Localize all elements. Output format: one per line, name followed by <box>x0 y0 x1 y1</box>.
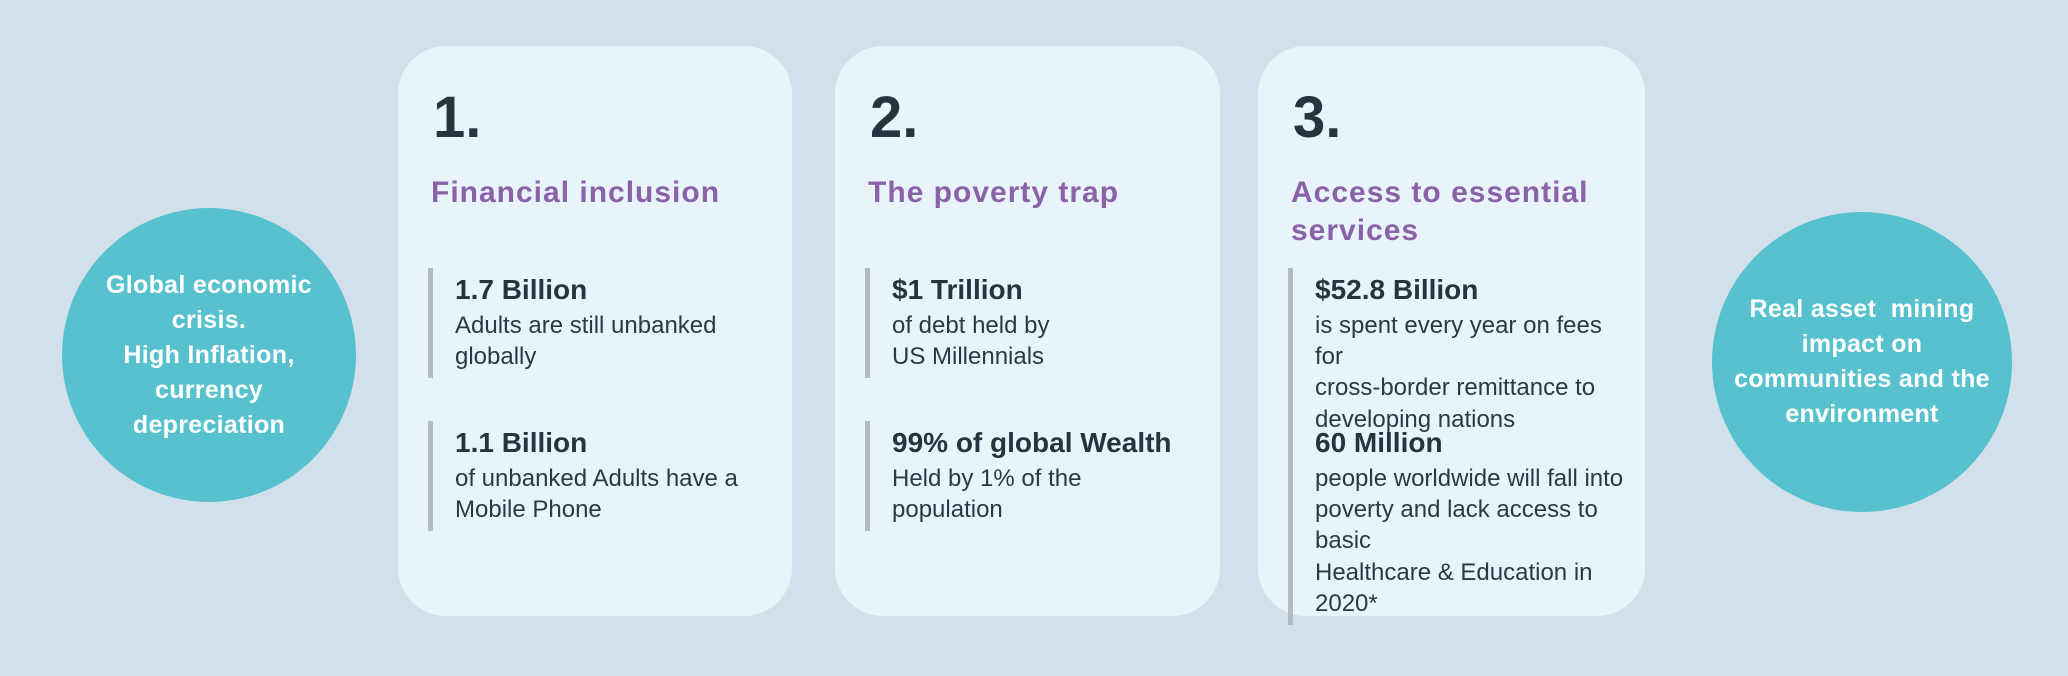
card-poverty-trap: 2. The poverty trap $1 Trillion of debt … <box>835 46 1220 616</box>
stat-value: 1.1 Billion <box>455 427 588 458</box>
stat-value: $52.8 Billion <box>1315 274 1479 305</box>
stat-value: 1.7 Billion <box>455 274 588 305</box>
card-access-essential-services: 3. Access to essential services $52.8 Bi… <box>1258 46 1645 625</box>
card-title: The poverty trap <box>868 176 1120 209</box>
left-circle-text: Global economic crisis. High Inflation, … <box>106 270 312 439</box>
stat-description: is spent every year on fees for cross-bo… <box>1315 312 1602 433</box>
stat-value: $1 Trillion <box>892 274 1023 305</box>
card-number: 1. <box>433 85 482 150</box>
stat-value: 99% of global Wealth <box>892 427 1172 458</box>
card-title: Access to essential services <box>1291 176 1589 247</box>
stat-item: 1.7 Billion Adults are still unbanked gl… <box>428 268 774 379</box>
stat-description: Adults are still unbanked globally <box>455 312 717 371</box>
stat-description: Held by 1% of the population <box>892 465 1082 524</box>
right-circle-text: Real asset mining impact on communities … <box>1734 295 1990 428</box>
card-title: Financial inclusion <box>431 176 721 209</box>
stat-item: 99% of global Wealth Held by 1% of the p… <box>865 421 1202 532</box>
stat-item: 60 Million people worldwide will fall in… <box>1288 421 1627 625</box>
stat-item: $52.8 Billion is spent every year on fee… <box>1288 268 1627 441</box>
stat-description: of unbanked Adults have a Mobile Phone <box>455 465 738 524</box>
stat-description: people worldwide will fall into poverty … <box>1315 465 1624 617</box>
stat-item: 1.1 Billion of unbanked Adults have a Mo… <box>428 421 774 532</box>
card-number: 2. <box>870 85 919 150</box>
stat-item: $1 Trillion of debt held by US Millennia… <box>865 268 1202 379</box>
card-number: 3. <box>1293 85 1342 150</box>
card-financial-inclusion: 1. Financial inclusion 1.7 Billion Adult… <box>398 46 792 616</box>
stat-description: of debt held by US Millennials <box>892 312 1050 371</box>
left-context-circle: Global economic crisis. High Inflation, … <box>62 208 356 502</box>
right-context-circle: Real asset mining impact on communities … <box>1712 212 2012 512</box>
stat-value: 60 Million <box>1315 427 1443 458</box>
